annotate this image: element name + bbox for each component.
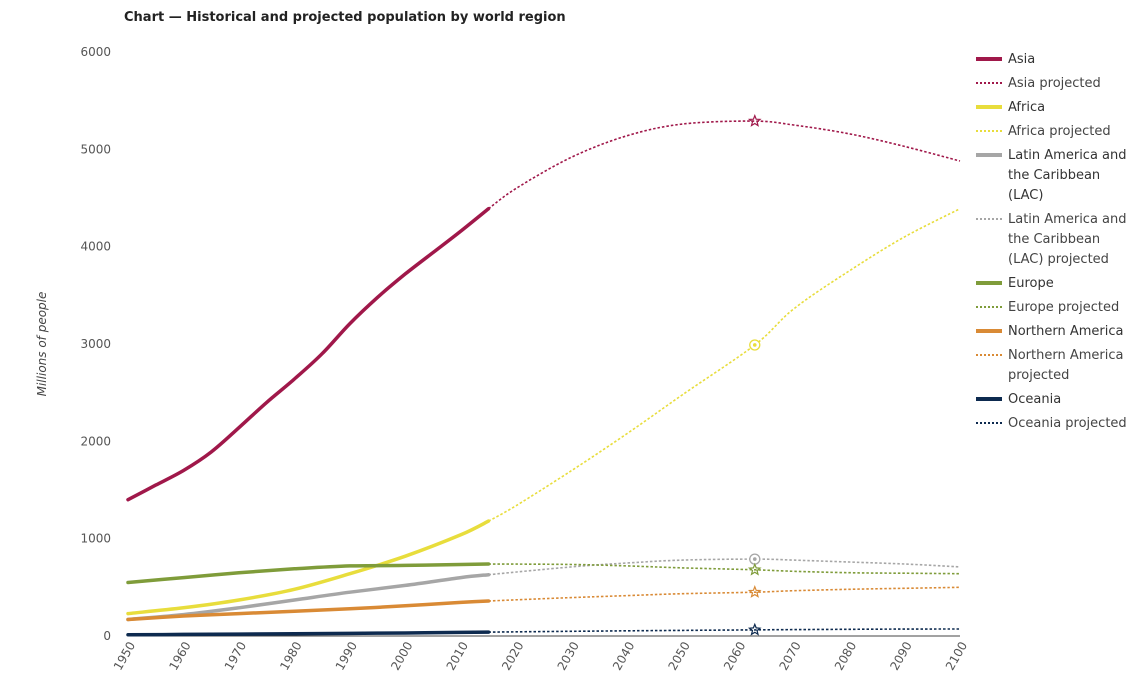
series-line-africa-projected: [488, 207, 961, 522]
marker-star-europe-projected: [747, 562, 762, 576]
legend-swatch: [974, 346, 1004, 362]
legend-item-europe-projected[interactable]: Europe projected: [974, 298, 1140, 318]
legend-label: Africa: [1008, 100, 1046, 115]
x-tick-label: 2090: [887, 639, 914, 672]
x-tick-label: 2030: [555, 639, 582, 672]
legend-item-africa-projected[interactable]: Africa projected: [974, 122, 1140, 142]
y-tick-label: 6000: [80, 45, 111, 59]
x-tick-label: 1980: [277, 639, 304, 672]
legend-item-northern-america-projected[interactable]: Northern America projected: [974, 346, 1140, 386]
legend-label: Oceania: [1008, 392, 1062, 407]
legend-item-latin-america-and-the-caribbean-lac[interactable]: Latin America and the Caribbean (LAC): [974, 146, 1140, 206]
series-line-europe: [126, 562, 491, 585]
legend-label: Africa projected: [1008, 124, 1111, 139]
legend-swatch: [974, 414, 1004, 430]
x-tick-label: 2020: [499, 639, 526, 672]
x-tick-label: 2050: [666, 639, 693, 672]
x-tick-label: 1960: [166, 639, 193, 672]
series-layer: [126, 120, 961, 637]
marker-star-northern-america-projected: [747, 585, 762, 598]
series-line-latin-america-and-the-caribbean-lac: [126, 572, 491, 622]
y-tick-label: 0: [103, 629, 111, 643]
x-tick-label: 1970: [222, 639, 249, 672]
legend-label: Europe: [1008, 276, 1054, 291]
x-tick-label: 1950: [111, 639, 138, 672]
legend-label: Northern America projected: [1008, 348, 1124, 383]
x-tick-label: 2040: [610, 639, 637, 672]
legend-item-northern-america[interactable]: Northern America: [974, 322, 1140, 342]
legend-label: Oceania projected: [1008, 416, 1127, 431]
marker-star-asia-projected: [747, 113, 762, 127]
legend-label: Latin America and the Caribbean (LAC): [1008, 148, 1127, 203]
legend-swatch: [974, 146, 1004, 162]
series-line-northern-america-projected: [488, 586, 961, 602]
legend-swatch: [974, 298, 1004, 314]
marker-star-oceania-projected: [747, 622, 762, 636]
line-chart: 0 1000 2000 3000 4000 5000 6000 1950 1960 1970 198…: [35, 45, 970, 673]
legend-item-latin-america-and-the-caribbean-lac-projected[interactable]: Latin America and the Caribbean (LAC) proj…: [974, 210, 1140, 270]
marker-layer: [747, 113, 762, 636]
marker-dot-africa-projected: [752, 343, 757, 347]
legend-swatch: [974, 210, 1004, 226]
legend-label: Europe projected: [1008, 300, 1120, 315]
legend-label: Latin America and the Caribbean (LAC) proj…: [1008, 212, 1127, 267]
y-tick-label: 2000: [80, 434, 111, 448]
chart-legend: Asia Asia projected Africa Africa projected…: [974, 50, 1140, 438]
legend-swatch: [974, 322, 1004, 338]
series-line-asia: [126, 206, 491, 502]
x-tick-label: 2070: [776, 639, 803, 672]
series-line-africa: [126, 519, 491, 616]
legend-label: Northern America: [1008, 324, 1124, 339]
legend-item-asia-projected[interactable]: Asia projected: [974, 74, 1140, 94]
legend-item-asia[interactable]: Asia: [974, 50, 1140, 70]
legend-swatch: [974, 390, 1004, 406]
series-line-oceania-projected: [488, 628, 961, 633]
legend-item-africa[interactable]: Africa: [974, 98, 1140, 118]
legend-item-oceania-projected[interactable]: Oceania projected: [974, 414, 1140, 434]
legend-swatch: [974, 98, 1004, 114]
chart-axes: 0 1000 2000 3000 4000 5000 6000 1950 1960 1970 198…: [35, 45, 970, 673]
marker-dot-latin-america-and-the-caribbean-lac-projected: [752, 557, 757, 561]
legend-item-oceania[interactable]: Oceania: [974, 390, 1140, 410]
x-tick-label: 2080: [832, 639, 859, 672]
series-line-oceania: [126, 630, 491, 637]
x-tick-label: 2100: [943, 639, 970, 672]
y-tick-label: 5000: [80, 142, 111, 156]
x-tick-label: 1990: [333, 639, 360, 672]
y-axis-label: Millions of people: [35, 292, 49, 397]
x-tick-label: 2060: [721, 639, 748, 672]
series-line-asia-projected: [488, 120, 961, 210]
y-tick-label: 4000: [80, 240, 111, 254]
legend-swatch: [974, 50, 1004, 66]
legend-swatch: [974, 274, 1004, 290]
legend-swatch: [974, 122, 1004, 138]
legend-swatch: [974, 74, 1004, 90]
x-tick-label: 2000: [388, 639, 415, 672]
chart-title: Chart — Historical and projected populat…: [124, 10, 566, 25]
x-tick-label: 2010: [444, 639, 471, 672]
legend-label: Asia: [1008, 52, 1036, 67]
legend-label: Asia projected: [1008, 76, 1101, 91]
y-tick-label: 3000: [80, 337, 111, 351]
series-line-europe-projected: [488, 563, 961, 575]
series-line-northern-america: [126, 599, 491, 622]
legend-item-europe[interactable]: Europe: [974, 274, 1140, 294]
y-tick-label: 1000: [80, 532, 111, 546]
